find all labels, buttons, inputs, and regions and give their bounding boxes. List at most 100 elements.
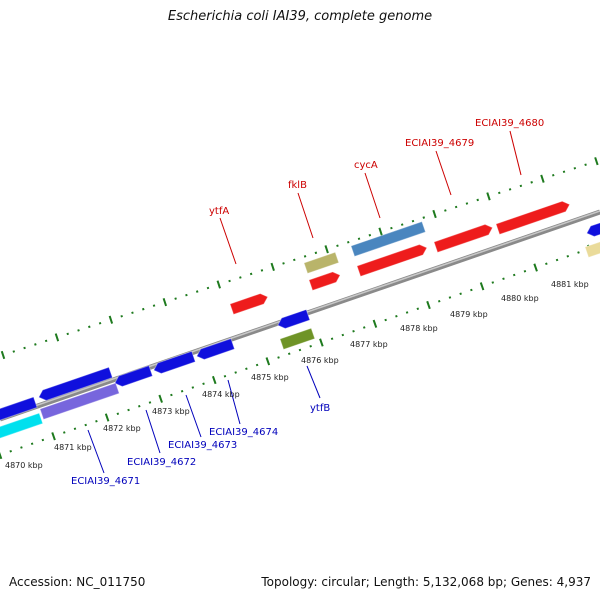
inner-tick: [137, 404, 141, 408]
outer-tick: [486, 192, 491, 201]
outer-tick: [530, 181, 533, 184]
inner-tick: [234, 371, 237, 374]
gene-ECIAI39_4679: [434, 224, 493, 253]
gene-ECIAI39_4670: [0, 397, 38, 421]
outer-tick: [562, 170, 566, 174]
outer-tick: [422, 216, 426, 219]
outer-tick: [314, 251, 318, 255]
inner-tick: [533, 263, 538, 272]
outer-tick: [573, 166, 577, 170]
outer-tick: [465, 202, 469, 205]
label-leader-line: [185, 394, 202, 438]
inner-tick: [502, 277, 505, 281]
outer-tick: [540, 174, 545, 183]
inner-tick: [523, 270, 527, 273]
outer-tick: [324, 245, 329, 254]
inner-tick: [148, 401, 152, 404]
outer-tick: [519, 184, 523, 188]
outer-tick: [454, 205, 458, 209]
gene-fklB: [309, 271, 341, 291]
outer-tick: [185, 293, 188, 297]
outer-tick: [303, 255, 307, 258]
inner-tick: [426, 300, 431, 310]
inner-tick: [491, 281, 495, 284]
outer-tick: [23, 346, 26, 350]
outer-tick: [584, 163, 587, 166]
inner-tick: [330, 337, 334, 341]
inner-tick: [405, 311, 409, 314]
tick-label: 4881 kbp: [551, 280, 589, 289]
outer-tick: [336, 244, 339, 248]
outer-tick: [0, 350, 6, 360]
inner-tick: [577, 251, 580, 254]
outer-tick: [141, 307, 145, 311]
inner-tick: [341, 333, 345, 337]
outer-tick: [34, 343, 37, 346]
inner-tick: [277, 356, 280, 359]
inner-tick: [395, 314, 398, 318]
label-leader-line: [87, 429, 105, 474]
gene-label: ytfA: [209, 206, 229, 217]
tick-label: 4871 kbp: [54, 443, 92, 452]
outer-tick: [239, 276, 242, 279]
inner-tick: [416, 307, 420, 311]
inner-tick: [9, 449, 12, 453]
inner-tick: [255, 363, 259, 367]
outer-tick: [357, 237, 361, 240]
gene-ECIAI39_4673: [153, 351, 196, 374]
gene-edge-yellow: [585, 240, 600, 258]
inner-tick: [180, 389, 184, 393]
inner-tick-track: [0, 243, 600, 460]
outer-tick: [368, 233, 372, 237]
inner-tick: [362, 326, 366, 329]
outer-tick: [282, 262, 285, 265]
outer-tick: [551, 174, 555, 177]
label-leader-line: [145, 409, 161, 454]
outer-tick: [131, 311, 134, 314]
outer-tick: [44, 339, 48, 343]
inner-tick: [448, 296, 452, 299]
inner-tick: [298, 348, 302, 352]
tick-label: 4874 kbp: [202, 390, 240, 399]
tick-label: 4876 kbp: [301, 356, 339, 365]
outer-tick: [444, 209, 447, 212]
tick-label: 4872 kbp: [103, 424, 141, 433]
label-leader-line: [306, 365, 321, 399]
gene-ECIAI39_4672: [114, 365, 153, 387]
inner-tick: [170, 393, 173, 397]
gene-label: ECIAI39_4674: [209, 427, 278, 438]
gene-label: ECIAI39_4673: [168, 440, 237, 451]
tick-label: 4870 kbp: [5, 461, 43, 470]
tick-label: 4875 kbp: [251, 373, 289, 382]
inner-tick: [459, 292, 462, 296]
label-leader-line: [219, 217, 237, 265]
label-leader-line: [364, 172, 381, 219]
inner-tick: [309, 344, 312, 348]
inner-tick: [116, 412, 120, 416]
outer-tick: [476, 198, 479, 202]
inner-tick: [63, 431, 66, 434]
gene-ECIAI39_4675: [277, 309, 310, 329]
outer-tick: [77, 329, 80, 332]
outer-tick: [293, 258, 296, 262]
tick-label: 4879 kbp: [450, 310, 488, 319]
label-leader-line: [227, 379, 241, 425]
inner-tick: [545, 262, 548, 266]
gene-ytfA: [230, 293, 268, 315]
outer-tick: [432, 209, 437, 219]
outer-tick: [54, 333, 60, 342]
outer-tick: [174, 297, 177, 300]
outer-tick: [108, 315, 114, 324]
outer-tick: [249, 272, 253, 276]
outer-tick: [508, 188, 512, 191]
outer-tick: [498, 191, 501, 195]
label-leaders: [87, 130, 522, 474]
inner-tick: [211, 375, 217, 385]
gene-ECIAI39_4680: [496, 201, 570, 235]
outer-tick-track: [0, 157, 599, 360]
outer-tick: [195, 290, 199, 293]
gene-features: [0, 200, 600, 442]
outer-tick: [88, 325, 91, 329]
gene-cycA: [357, 244, 427, 277]
